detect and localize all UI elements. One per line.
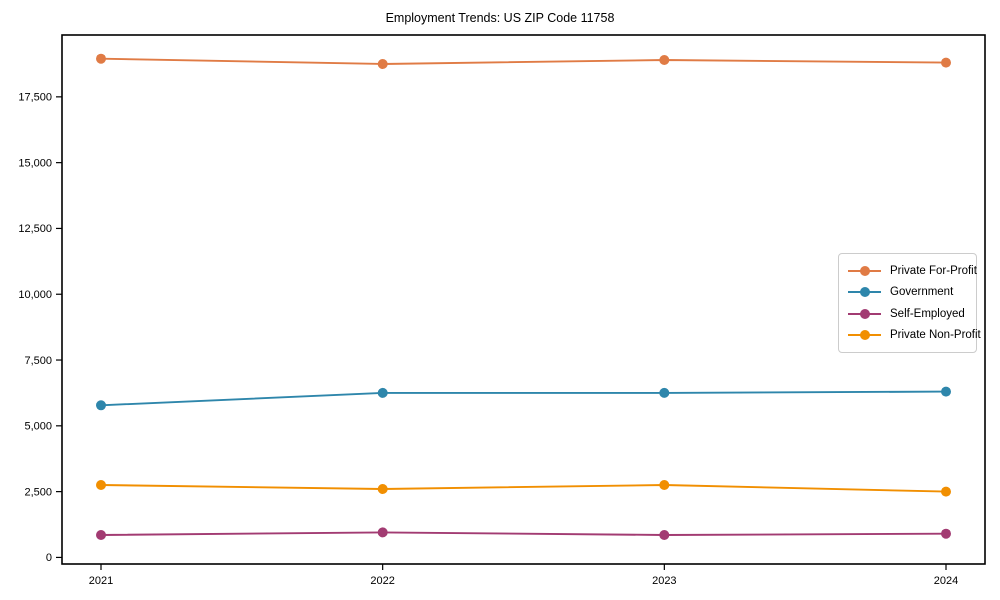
series-marker-private-for-profit bbox=[659, 55, 670, 65]
y-tick-label: 17,500 bbox=[18, 92, 52, 104]
series-marker-government bbox=[941, 386, 951, 397]
legend-label: Government bbox=[890, 286, 954, 299]
plot-border bbox=[61, 34, 986, 565]
y-tick-label: 15,000 bbox=[18, 157, 52, 169]
y-tick-label: 5,000 bbox=[24, 421, 52, 433]
series-line-government bbox=[100, 390, 947, 407]
legend-marker-government bbox=[848, 287, 881, 298]
series-marker-private-non-profit bbox=[941, 486, 951, 497]
chart-title: Employment Trends: US ZIP Code 11758 bbox=[385, 11, 615, 25]
series-line-private-for-profit bbox=[100, 57, 947, 65]
series-marker-self-employed bbox=[377, 527, 388, 538]
legend-marker-private-for-profit bbox=[848, 265, 881, 276]
series-marker-private-non-profit bbox=[659, 480, 670, 490]
series-marker-private-for-profit bbox=[377, 59, 388, 69]
legend-item-private-non-profit: Private Non-Profit bbox=[848, 325, 981, 347]
y-tick-label: 2,500 bbox=[24, 486, 52, 498]
series-marker-government bbox=[659, 387, 670, 398]
x-tick-label: 2021 bbox=[89, 575, 113, 587]
series-marker-private-for-profit bbox=[96, 53, 106, 64]
legend-label: Private For-Profit bbox=[890, 264, 977, 277]
x-tick-label: 2023 bbox=[652, 575, 676, 587]
series-marker-self-employed bbox=[941, 528, 951, 539]
legend: Private For-Profit Government Self-Employe… bbox=[838, 253, 981, 353]
series-marker-private-non-profit bbox=[96, 480, 106, 490]
series-line-self-employed bbox=[100, 531, 947, 536]
legend-item-government: Government bbox=[848, 282, 967, 304]
legend-marker-private-non-profit bbox=[848, 330, 881, 341]
series-marker-self-employed bbox=[96, 530, 106, 540]
series-marker-government bbox=[96, 400, 106, 411]
series-marker-self-employed bbox=[659, 530, 670, 540]
y-tick-label: 0 bbox=[46, 552, 52, 564]
series-marker-private-non-profit bbox=[377, 484, 388, 494]
series-line-private-non-profit bbox=[100, 484, 947, 493]
legend-item-private-for-profit: Private For-Profit bbox=[848, 260, 977, 282]
series-marker-private-for-profit bbox=[941, 57, 951, 68]
legend-label: Private Non-Profit bbox=[890, 329, 981, 342]
x-tick-label: 2024 bbox=[934, 575, 958, 587]
x-tick-label: 2022 bbox=[370, 575, 394, 587]
legend-marker-self-employed bbox=[848, 308, 881, 319]
legend-item-self-employed: Self-Employed bbox=[848, 303, 967, 325]
series-marker-government bbox=[377, 387, 388, 398]
y-tick-label: 7,500 bbox=[24, 355, 52, 367]
y-tick-label: 10,000 bbox=[18, 289, 52, 301]
y-tick-label: 12,500 bbox=[18, 223, 52, 235]
legend-label: Self-Employed bbox=[890, 307, 965, 320]
